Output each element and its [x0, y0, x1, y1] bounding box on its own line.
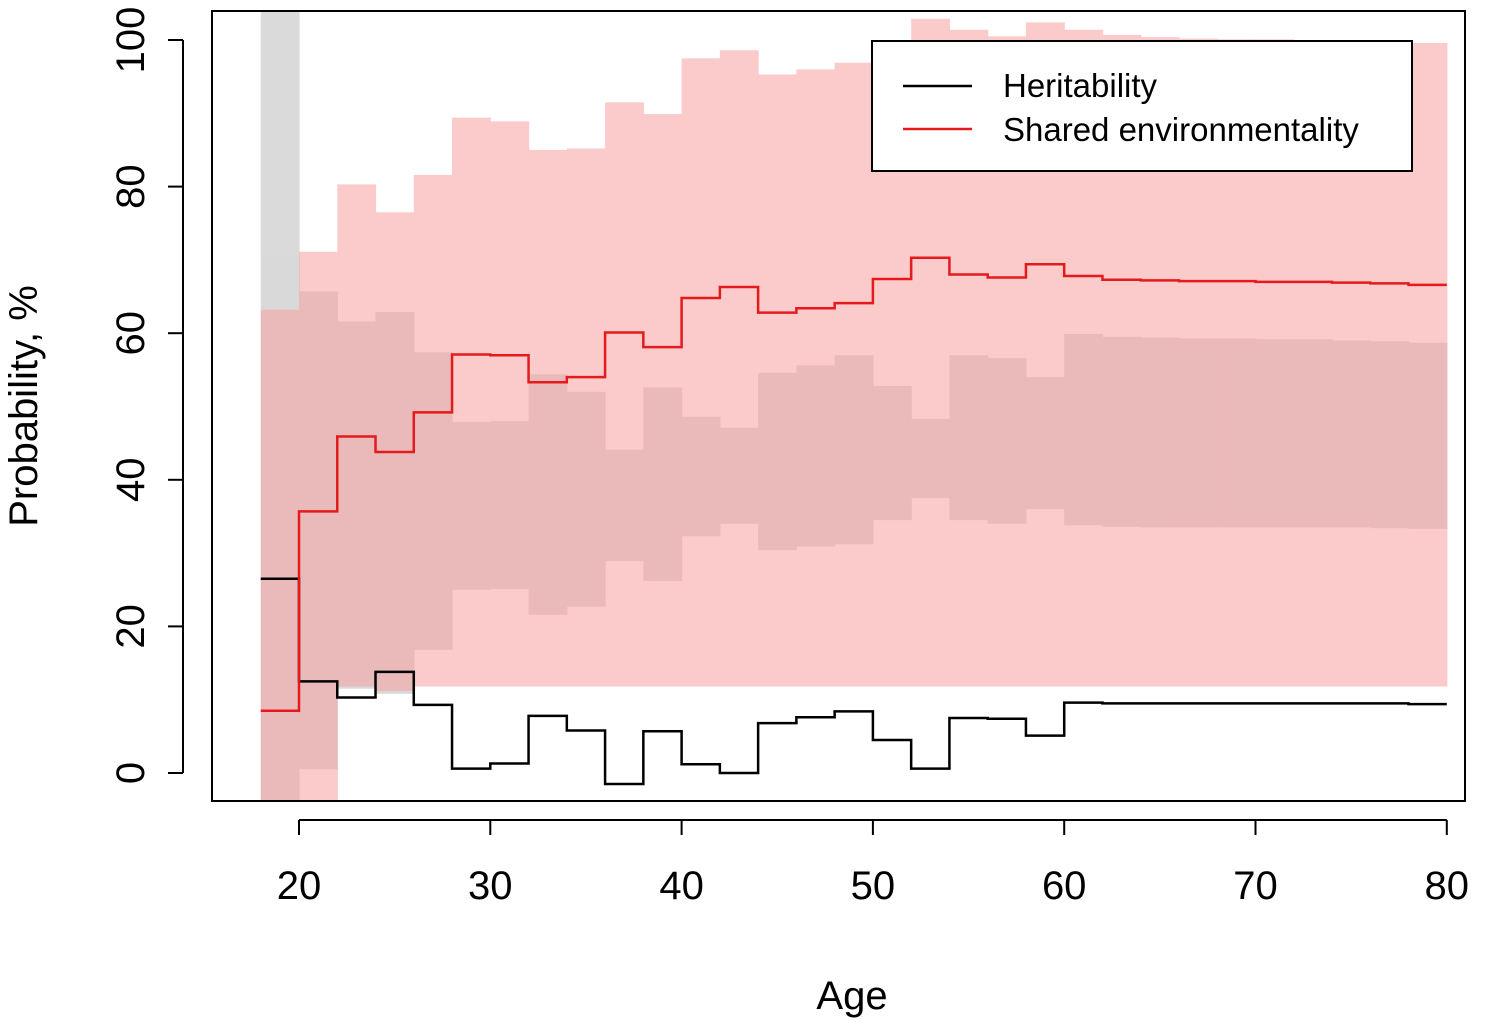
- heritability-line: [260, 577, 1447, 786]
- shared-environmentality-band-segment: [681, 58, 721, 687]
- shared-environmentality-band-segment: [299, 251, 338, 802]
- x-axis-label: Age: [816, 974, 887, 1018]
- bands-layer: [260, 11, 1448, 802]
- x-tick-label: 40: [659, 864, 704, 908]
- y-tick-label: 60: [109, 311, 153, 356]
- shared-environmentality-band-segment: [758, 74, 797, 687]
- x-tick-label: 30: [468, 864, 513, 908]
- shared-environmentality-band-segment: [566, 148, 606, 687]
- y-tick-label: 40: [109, 458, 153, 503]
- x-tick-label: 80: [1425, 864, 1470, 908]
- shared-environmentality-band-segment: [643, 114, 683, 687]
- x-tick-label: 50: [851, 864, 896, 908]
- x-tick-label: 70: [1233, 864, 1278, 908]
- plot-frame: [211, 10, 1466, 802]
- x-axis: 20 30 40 50 60 70 80: [277, 819, 1470, 908]
- shared-environmentality-line: [260, 256, 1447, 712]
- shared-environmentality-band-segment: [605, 102, 644, 687]
- shared-environmentality-band-segment: [490, 121, 530, 687]
- shared-environmentality-band-segment: [452, 117, 491, 687]
- shared-environmentality-band-segment: [1408, 42, 1448, 687]
- legend-box: [871, 40, 1413, 172]
- legend-label-shared-environmentality: Shared environmentality: [1003, 111, 1359, 148]
- shared-environmentality-band-segment: [260, 309, 300, 801]
- legend: Heritability Shared environmentality: [871, 40, 1413, 172]
- shared-environmentality-band-segment: [528, 149, 568, 687]
- x-tick-label: 60: [1042, 864, 1087, 908]
- y-axis: 0 20 40 60 80 100: [109, 7, 184, 784]
- y-tick-label: 80: [109, 164, 153, 209]
- shared-environmentality-band-segment: [796, 69, 836, 687]
- y-tick-label: 100: [109, 7, 153, 74]
- y-tick-label: 20: [109, 604, 153, 649]
- lines-layer: [260, 256, 1447, 786]
- y-tick-label: 0: [109, 762, 153, 784]
- legend-label-heritability: Heritability: [1003, 67, 1158, 104]
- shared-environmentality-band-segment: [719, 50, 759, 687]
- shared-environmentality-band-segment: [413, 174, 453, 687]
- y-axis-label: Probability, %: [2, 285, 46, 527]
- x-tick-label: 20: [277, 864, 322, 908]
- shared-environmentality-band: [260, 18, 1448, 802]
- shared-environmentality-band-segment: [834, 62, 874, 687]
